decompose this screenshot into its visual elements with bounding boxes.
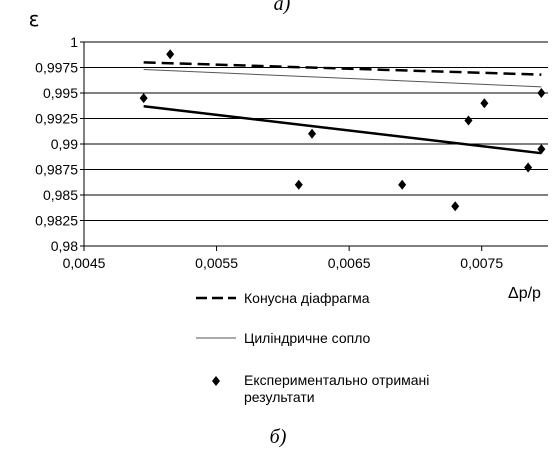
y-tick-label: 0,985 (43, 187, 78, 203)
legend-item-cone: Конусна діафрагма (196, 290, 370, 306)
x-axis-label: Δp/p (508, 285, 541, 302)
y-tick-label: 0,9825 (35, 213, 78, 229)
series-line-dashed (143, 61, 542, 76)
legend-label-experimental: Експериментально отримані результати (244, 372, 433, 405)
data-point-diamond (294, 179, 303, 190)
legend-item-experimental: Експериментально отримані результати (212, 372, 433, 405)
data-point-diamond (139, 93, 148, 104)
data-point-diamond (398, 179, 407, 190)
y-tick-label: 0,99 (51, 136, 78, 152)
data-point-diamond (480, 98, 489, 109)
y-tick-label: 1 (70, 34, 78, 50)
y-tick-label: 0,98 (51, 238, 78, 254)
axes (83, 42, 548, 247)
x-tick-label: 0,0055 (195, 255, 238, 271)
y-tick-label: 0,9875 (35, 162, 78, 178)
data-point-diamond (166, 49, 175, 60)
data-point-diamond (537, 144, 546, 155)
legend-label-cylinder: Циліндричне сопло (244, 330, 371, 346)
data-point-diamond (451, 201, 460, 212)
legend-label-cone: Конусна діафрагма (244, 290, 370, 306)
plot-series (139, 49, 546, 212)
legend: Конусна діафрагма Циліндричне сопло Експ… (196, 290, 433, 405)
y-tick-label: 0,9925 (35, 111, 78, 127)
top-caption: а) (274, 0, 291, 15)
legend-label-experimental-line2: результати (244, 389, 315, 405)
x-tick-label: 0,0045 (63, 255, 106, 271)
legend-label-experimental-line1: Експериментально отримані (244, 372, 429, 388)
x-tick-labels: 0,0045 0,0055 0,0065 0,0075 (63, 246, 503, 271)
data-point-diamond (524, 162, 533, 173)
bottom-caption: б) (270, 426, 287, 448)
y-tick-label: 0,995 (43, 85, 78, 101)
y-tick-label: 0,9975 (35, 60, 78, 76)
data-point-diamond (308, 128, 317, 139)
series-line-thick (143, 105, 542, 155)
y-axis-label: ε (29, 7, 40, 31)
x-tick-label: 0,0065 (328, 255, 371, 271)
series-line-thin (143, 69, 542, 88)
legend-swatch-diamond (212, 376, 220, 386)
data-point-diamond (464, 115, 473, 126)
y-tick-labels: 0,98 0,9825 0,985 0,9875 0,99 0,9925 0,995 0,99… (35, 34, 78, 254)
data-point-diamond (537, 88, 546, 98)
legend-item-cylinder: Циліндричне сопло (196, 330, 371, 346)
x-tick-label: 0,0075 (460, 255, 503, 271)
